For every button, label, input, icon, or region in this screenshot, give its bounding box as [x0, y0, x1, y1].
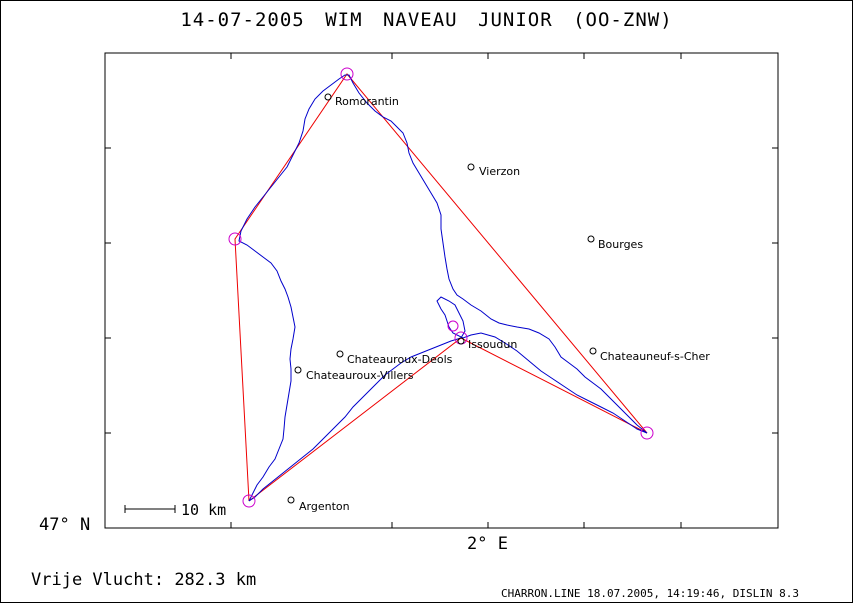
- place-label-bourges: Bourges: [598, 238, 643, 251]
- pilot-name: WIM NAVEAU: [325, 9, 458, 31]
- latitude-label: 47° N: [39, 515, 91, 535]
- place-label-vierzon: Vierzon: [479, 165, 520, 178]
- place-label-chateauroux-deols: Chateauroux-Deols: [347, 353, 453, 366]
- place-label-argenton: Argenton: [299, 500, 350, 513]
- place-marker: [336, 350, 344, 358]
- scale-bar: [124, 505, 176, 513]
- distance-value: 282.3 km: [174, 570, 257, 590]
- place-marker: [589, 347, 597, 355]
- glider-name: JUNIOR (OO-ZNW): [478, 9, 673, 31]
- turnpoint-circle: [340, 67, 354, 81]
- place-marker: [457, 337, 465, 345]
- longitude-label: 2° E: [467, 534, 508, 554]
- scale-bar-label: 10 km: [181, 501, 226, 519]
- place-label-issoudun: Issoudun: [468, 338, 517, 351]
- turnpoint-circle: [242, 494, 256, 508]
- distance-readout: Vrije Vlucht: 282.3 km: [31, 570, 256, 590]
- place-label-chateauneuf-s-cher: Chateauneuf-s-Cher: [600, 350, 710, 363]
- place-marker: [287, 496, 295, 504]
- footer-info: CHARRON.LINE 18.07.2005, 14:19:46, DISLI…: [501, 587, 800, 600]
- axis-ticks: [105, 53, 778, 528]
- flight-title: 14-07-2005 WIM NAVEAU JUNIOR (OO-ZNW): [1, 9, 852, 31]
- place-markers: [287, 93, 597, 504]
- place-label-romorantin: Romorantin: [335, 95, 399, 108]
- flight-date: 14-07-2005: [180, 9, 305, 31]
- place-marker: [324, 93, 332, 101]
- turnpoints: [228, 67, 654, 508]
- turnpoint-circle: [640, 426, 654, 440]
- map-frame: [104, 52, 779, 529]
- place-marker: [294, 366, 302, 374]
- flight-track: [238, 74, 648, 502]
- place-marker: [587, 235, 595, 243]
- place-label-chateauroux-villers: Chateauroux-Villers: [306, 369, 414, 382]
- task-line: [234, 73, 648, 502]
- distance-label: Vrije Vlucht:: [31, 570, 165, 590]
- turnpoint-circle: [447, 320, 459, 332]
- place-marker: [467, 163, 475, 171]
- turnpoint-circle: [228, 232, 242, 246]
